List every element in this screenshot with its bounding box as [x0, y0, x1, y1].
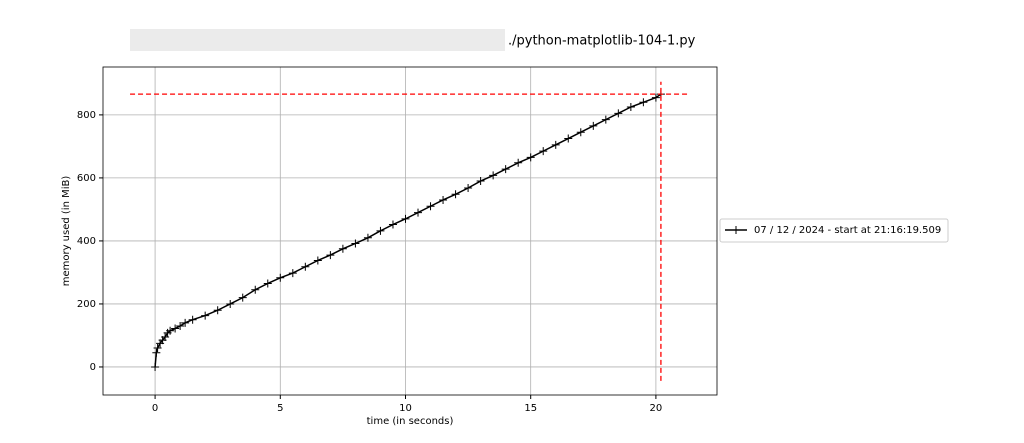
data-marker	[551, 140, 560, 149]
legend-marker	[732, 226, 740, 234]
x-tick-label: 10	[399, 403, 412, 414]
data-marker	[251, 285, 260, 294]
data-marker	[213, 306, 222, 315]
data-marker	[401, 214, 410, 223]
data-marker	[464, 183, 473, 192]
x-axis-label: time (in seconds)	[367, 416, 454, 427]
data-marker	[161, 333, 170, 342]
plot-frame	[102, 66, 718, 396]
data-marker	[201, 311, 210, 320]
data-marker	[238, 293, 247, 302]
data-marker	[153, 344, 162, 353]
data-marker	[526, 153, 535, 162]
data-marker	[151, 362, 160, 371]
data-marker	[601, 115, 610, 124]
data-marker	[326, 251, 335, 260]
data-marker	[338, 244, 347, 253]
data-marker	[288, 269, 297, 278]
data-marker	[501, 165, 510, 174]
x-tick-label: 0	[152, 403, 158, 414]
y-tick-label: 200	[77, 299, 96, 310]
data-marker	[589, 121, 598, 130]
data-marker	[476, 177, 485, 186]
data-marker	[263, 279, 272, 288]
data-marker	[614, 109, 623, 118]
data-marker	[539, 147, 548, 156]
data-marker	[301, 262, 310, 271]
data-marker	[451, 190, 460, 199]
data-marker	[626, 103, 635, 112]
data-marker	[188, 315, 197, 324]
data-marker	[651, 93, 660, 102]
redacted-path	[130, 29, 505, 51]
data-marker	[439, 195, 448, 204]
data-marker	[489, 171, 498, 180]
data-marker	[226, 299, 235, 308]
data-marker	[276, 273, 285, 282]
y-axis-label: memory used (in MiB)	[61, 176, 72, 287]
data-marker	[363, 233, 372, 242]
y-tick-label: 600	[77, 173, 96, 184]
data-marker	[152, 348, 161, 357]
legend-box	[719, 218, 949, 243]
data-line	[154, 93, 662, 368]
legend-label: 07 / 12 / 2024 - start at 21:16:19.509	[754, 225, 941, 236]
y-tick-label: 0	[90, 362, 96, 373]
data-marker	[639, 98, 648, 107]
data-marker	[313, 256, 322, 265]
y-tick-label: 400	[77, 236, 96, 247]
data-marker	[351, 239, 360, 248]
data-marker	[388, 220, 397, 229]
x-tick-label: 5	[277, 403, 283, 414]
data-marker	[176, 321, 185, 330]
data-marker	[171, 324, 180, 333]
data-marker	[564, 134, 573, 143]
y-tick-label: 800	[77, 110, 96, 121]
x-tick-label: 15	[524, 403, 537, 414]
chart-title: ./python-matplotlib-104-1.py	[508, 34, 696, 49]
data-marker	[414, 208, 423, 217]
data-marker	[514, 158, 523, 167]
data-marker	[166, 326, 175, 335]
x-tick-label: 20	[650, 403, 663, 414]
data-marker	[576, 128, 585, 137]
data-marker	[181, 318, 190, 327]
data-marker	[426, 202, 435, 211]
data-marker	[376, 226, 385, 235]
